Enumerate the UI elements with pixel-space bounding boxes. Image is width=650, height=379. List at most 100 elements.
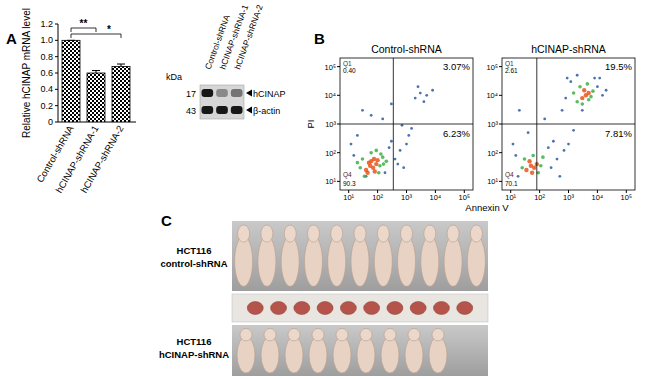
event-point bbox=[578, 85, 582, 89]
quadrant-label: 70.1 bbox=[505, 180, 518, 187]
mouse-head bbox=[401, 225, 413, 242]
y-tick-label: 1.0 bbox=[40, 35, 53, 45]
event-point bbox=[531, 154, 535, 158]
event-point bbox=[601, 94, 604, 97]
quadrant-label: 7.81% bbox=[605, 128, 632, 139]
event-point bbox=[425, 94, 428, 97]
lane-label: hCINAP-shRNA-2 bbox=[232, 3, 265, 71]
event-point bbox=[367, 160, 371, 164]
event-point bbox=[410, 127, 413, 130]
event-point bbox=[527, 159, 531, 163]
quadrant-label: 90.3 bbox=[343, 180, 356, 187]
event-point bbox=[543, 118, 546, 121]
band-label: β-actin bbox=[253, 106, 280, 116]
blot bbox=[200, 85, 244, 119]
mouse bbox=[398, 236, 416, 286]
event-point bbox=[563, 149, 566, 152]
event-point bbox=[378, 164, 382, 168]
event-point bbox=[361, 109, 364, 112]
tumor bbox=[294, 302, 310, 315]
tumor bbox=[271, 302, 287, 315]
mouse bbox=[374, 236, 392, 286]
event-point bbox=[575, 100, 579, 104]
quadrant-name: Q4 bbox=[505, 171, 514, 179]
y-tick-label: 0.2 bbox=[40, 101, 53, 111]
bar bbox=[112, 66, 130, 122]
event-point bbox=[550, 166, 553, 169]
photo-top bbox=[232, 221, 488, 291]
mouse bbox=[351, 236, 369, 286]
quadrant-label: 3.07% bbox=[443, 61, 470, 72]
bars bbox=[62, 40, 130, 122]
mouse bbox=[235, 236, 253, 286]
event-point bbox=[390, 140, 393, 143]
event-point bbox=[431, 89, 434, 92]
event-point bbox=[390, 103, 393, 106]
event-point bbox=[532, 165, 536, 169]
band bbox=[202, 89, 214, 97]
event-point bbox=[374, 162, 378, 166]
event-point bbox=[379, 152, 383, 156]
x-tick-label: 10⁵ bbox=[459, 193, 470, 202]
group-label: HCT116 bbox=[177, 245, 212, 256]
event-point bbox=[414, 97, 417, 100]
mouse bbox=[285, 337, 303, 373]
x-tick-label: 10² bbox=[372, 193, 383, 202]
x-tick-label: 10⁵ bbox=[621, 193, 632, 202]
tumor bbox=[457, 302, 473, 315]
band-arrow bbox=[246, 107, 252, 114]
y-tick bbox=[55, 122, 58, 123]
event-point bbox=[372, 157, 376, 161]
event-point bbox=[370, 114, 373, 117]
y-tick bbox=[55, 73, 58, 74]
event-point bbox=[593, 77, 596, 80]
event-point bbox=[598, 77, 601, 80]
y-tick bbox=[337, 95, 340, 96]
plot-frame bbox=[502, 58, 635, 190]
plot-title: hCINAP-shRNA bbox=[531, 43, 606, 55]
y-tick-label: 10¹ bbox=[487, 177, 498, 186]
event-point bbox=[581, 109, 584, 112]
event-point bbox=[558, 175, 561, 178]
points bbox=[340, 58, 473, 190]
event-point bbox=[572, 129, 575, 132]
event-point bbox=[580, 96, 584, 100]
mouse-head bbox=[284, 225, 296, 242]
x-tick-label: 10⁴ bbox=[430, 193, 442, 202]
event-point bbox=[356, 134, 359, 137]
event-point bbox=[527, 131, 530, 134]
event-point bbox=[512, 143, 515, 146]
y-tick-label: 10⁵ bbox=[487, 63, 498, 72]
event-point bbox=[365, 171, 369, 175]
y-tick bbox=[337, 124, 340, 125]
band bbox=[202, 106, 214, 114]
event-point bbox=[358, 166, 362, 170]
significance-label: * bbox=[107, 24, 111, 35]
mouse-head bbox=[424, 225, 436, 242]
event-point bbox=[561, 109, 564, 112]
event-point bbox=[582, 88, 586, 92]
band bbox=[231, 89, 243, 97]
event-point bbox=[384, 160, 388, 164]
mouse-head bbox=[261, 225, 273, 242]
quadrant-label: 0.40 bbox=[343, 67, 356, 74]
event-point bbox=[381, 155, 385, 159]
panel-label: B bbox=[314, 30, 325, 47]
event-point bbox=[352, 154, 355, 157]
event-point bbox=[405, 143, 408, 146]
mouse-head bbox=[331, 225, 343, 242]
group-label: control-shRNA bbox=[160, 258, 227, 269]
quadrant-label: 6.23% bbox=[443, 128, 470, 139]
mouse-head bbox=[238, 225, 250, 242]
bar bbox=[87, 73, 105, 122]
photo-bottom bbox=[232, 325, 488, 376]
y-tick bbox=[499, 66, 502, 67]
event-point bbox=[576, 74, 579, 77]
tumor bbox=[410, 302, 426, 315]
x-tick-label: 10⁴ bbox=[592, 193, 604, 202]
mouse bbox=[444, 236, 462, 286]
y-tick-label: 10² bbox=[325, 149, 336, 158]
x-tick-label: 10³ bbox=[563, 193, 574, 202]
y-tick bbox=[499, 181, 502, 182]
band-label: hCINAP bbox=[253, 89, 286, 99]
